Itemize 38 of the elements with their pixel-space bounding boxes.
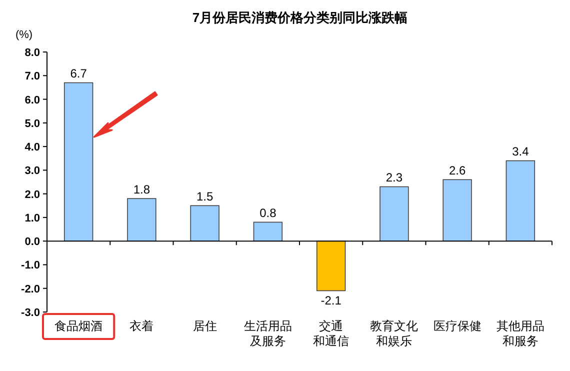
data-label: -2.1: [320, 294, 342, 308]
bar: [64, 82, 94, 242]
x-tick-label: 其他用品和服务: [496, 319, 544, 348]
data-label: 6.7: [70, 66, 88, 81]
data-label: 3.4: [512, 144, 530, 159]
bar: [127, 198, 156, 242]
y-tick-label: 0.0: [24, 236, 40, 248]
x-tick-label: 医疗保健: [433, 319, 482, 333]
data-label: 2.3: [386, 170, 403, 185]
y-tick-label: 6.0: [24, 94, 40, 106]
y-tick-label: 4.0: [24, 142, 40, 154]
y-tick-label: 7.0: [24, 70, 40, 83]
y-axis-title: (%): [15, 29, 33, 41]
y-tick-label: -3.0: [21, 307, 40, 319]
bar: [316, 240, 346, 292]
data-label: 1.5: [196, 190, 214, 204]
data-label: 0.8: [260, 206, 277, 220]
data-label: 2.6: [448, 164, 466, 178]
y-tick-label: 2.0: [24, 188, 40, 201]
chart-title: 7月份居民消费价格分类别同比涨跌幅: [192, 10, 408, 25]
y-tick-label: -1.0: [21, 260, 40, 272]
x-tick-label: 居住: [192, 319, 217, 333]
bar: [506, 160, 536, 242]
bar: [190, 205, 220, 242]
y-tick-label: -2.0: [21, 283, 40, 296]
y-tick-label: 8.0: [24, 47, 40, 59]
bar: [380, 186, 409, 242]
bar: [442, 179, 472, 242]
y-tick-label: 5.0: [24, 118, 40, 130]
x-tick-label: 教育文化和娱乐: [370, 319, 418, 348]
bar: [253, 222, 283, 242]
x-tick-label: 食品烟酒: [54, 319, 103, 333]
data-label: 1.8: [133, 182, 150, 197]
x-tick-label: 交通和通信: [313, 319, 350, 348]
y-tick-label: 1.0: [24, 212, 40, 224]
x-tick-label: 衣着: [130, 319, 154, 333]
y-tick-label: 3.0: [24, 165, 40, 178]
x-tick-label: 生活用品及服务: [244, 319, 292, 348]
